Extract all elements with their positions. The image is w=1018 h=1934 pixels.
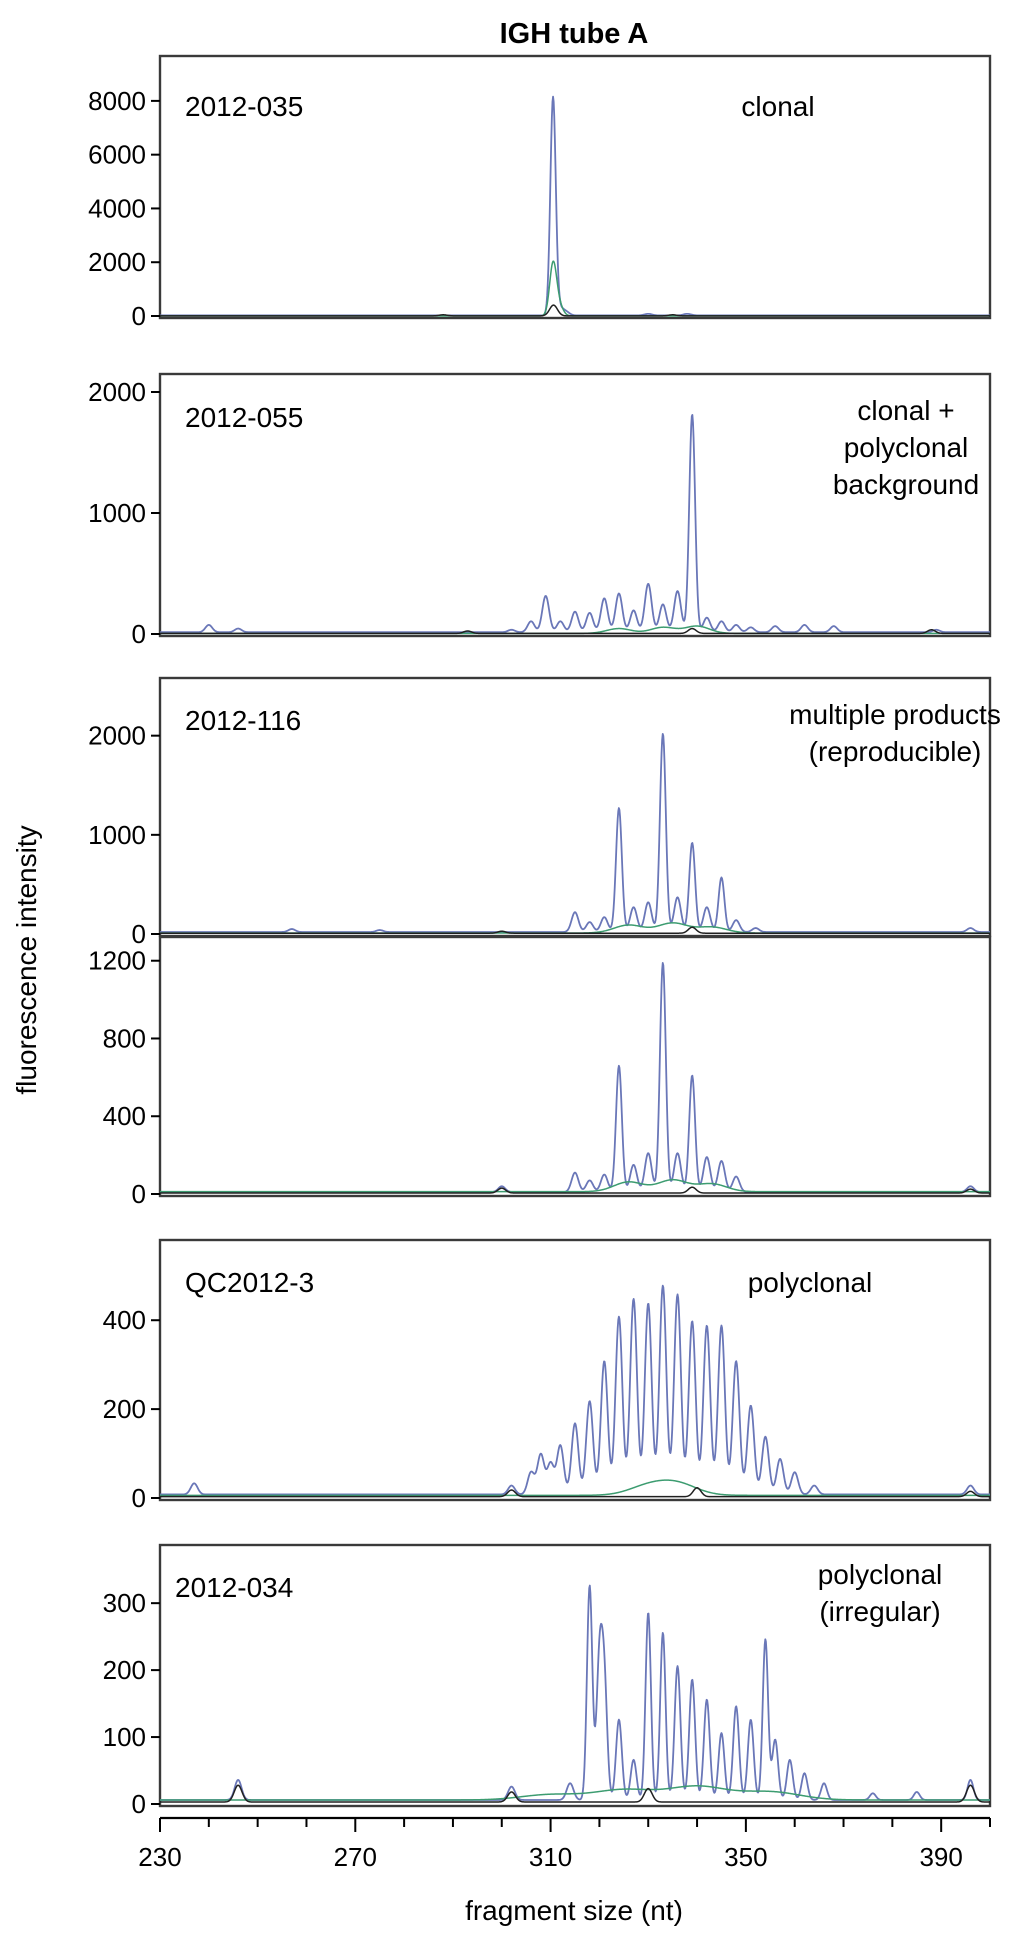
y-tick-label: 2000: [88, 247, 146, 277]
sample-label: 2012-116: [185, 705, 301, 736]
annotation-line: background: [833, 469, 979, 500]
panel-4: 0 400 800 1200: [88, 935, 992, 1209]
trace-black: [159, 1487, 991, 1498]
annotation-line: polyclonal: [748, 1267, 873, 1298]
y-tick-label: 800: [103, 1023, 146, 1053]
x-tick-label: 390: [919, 1842, 962, 1872]
x-axis-title: fragment size (nt): [465, 1895, 683, 1926]
x-tick-label: 310: [529, 1842, 572, 1872]
sample-label: QC2012-3: [185, 1267, 314, 1298]
panel-5: 0 200 400 QC2012-3 polyclonal: [103, 1238, 992, 1513]
panel-frame: [158, 1238, 992, 1502]
y-tick-label: 200: [103, 1655, 146, 1685]
panel-2: 0 1000 2000 2012-055 clonal + polyclonal backg…: [88, 372, 992, 649]
trace-green: [159, 1785, 991, 1801]
y-tick-label: 8000: [88, 86, 146, 116]
panel-1: 0 2000 4000 6000 8000 2012-035 clonal: [88, 54, 992, 331]
panel-frame: [158, 372, 992, 638]
trace-black: [159, 304, 991, 317]
trace-black: [159, 1784, 991, 1803]
y-tick-label: 0: [132, 301, 146, 331]
panel-3: 0 1000 2000 2012-116 multiple products (repro…: [88, 676, 1001, 949]
annotation-line: clonal +: [857, 395, 954, 426]
y-tick-label: 6000: [88, 140, 146, 170]
y-tick-label: 4000: [88, 193, 146, 223]
y-tick-label: 0: [132, 919, 146, 949]
panel-frame: [158, 1543, 992, 1808]
y-tick-label: 400: [103, 1101, 146, 1131]
annotation-line: (irregular): [819, 1596, 940, 1627]
trace-black: [159, 627, 991, 635]
y-tick-label: 100: [103, 1722, 146, 1752]
panel-frame: [158, 676, 992, 938]
y-tick-label: 1000: [88, 820, 146, 850]
y-tick-label: 0: [132, 1483, 146, 1513]
figure-title: IGH tube A: [500, 18, 649, 50]
y-tick-label: 300: [103, 1588, 146, 1618]
trace-green: [159, 1178, 991, 1193]
sample-label: 2012-035: [185, 91, 303, 122]
annotation-line: clonal: [741, 91, 814, 122]
annotation-line: multiple products: [789, 699, 1001, 730]
y-tick-label: 200: [103, 1394, 146, 1424]
panel-frame: [158, 54, 992, 320]
x-tick-label: 270: [334, 1842, 377, 1872]
trace-blue: [159, 733, 991, 933]
trace-black: [159, 1186, 991, 1194]
y-tick-label: 2000: [88, 721, 146, 751]
trace-black: [159, 926, 991, 934]
x-tick-label: 350: [724, 1842, 767, 1872]
y-tick-label: 0: [132, 1179, 146, 1209]
sample-label: 2012-055: [185, 402, 303, 433]
trace-green: [159, 1479, 991, 1497]
y-tick-label: 0: [132, 619, 146, 649]
y-tick-label: 2000: [88, 377, 146, 407]
annotation-line: polyclonal: [844, 432, 969, 463]
x-tick-label: 230: [138, 1842, 181, 1872]
y-axis-title: fluorescence intensity: [11, 825, 42, 1094]
panel-frame: [158, 935, 992, 1198]
trace-blue: [159, 1284, 991, 1496]
y-tick-label: 1200: [88, 946, 146, 976]
annotation-line: (reproducible): [809, 736, 982, 767]
x-axis: 230 270 310 350 390: [138, 1816, 991, 1872]
sample-label: 2012-034: [175, 1572, 293, 1603]
y-tick-label: 1000: [88, 498, 146, 528]
y-tick-label: 400: [103, 1305, 146, 1335]
annotation-line: polyclonal: [818, 1559, 943, 1590]
y-tick-label: 0: [132, 1789, 146, 1819]
trace-blue: [159, 414, 991, 634]
panel-6: 0 100 200 300 2012-034 polyclonal (irregular): [103, 1543, 992, 1819]
